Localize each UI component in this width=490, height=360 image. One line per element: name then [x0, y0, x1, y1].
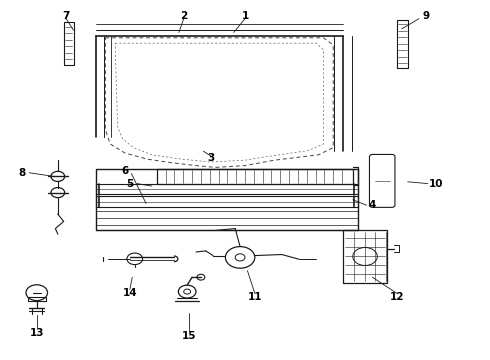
Text: 10: 10: [429, 179, 443, 189]
Text: 7: 7: [62, 11, 70, 21]
Text: 14: 14: [122, 288, 137, 298]
Text: 13: 13: [29, 328, 44, 338]
Text: 3: 3: [207, 153, 214, 163]
Text: 1: 1: [242, 11, 248, 21]
Text: 2: 2: [180, 11, 187, 21]
Text: 8: 8: [19, 168, 25, 178]
Text: 15: 15: [181, 330, 196, 341]
Text: 11: 11: [247, 292, 262, 302]
Text: 12: 12: [390, 292, 404, 302]
Text: 5: 5: [126, 179, 133, 189]
Text: 4: 4: [368, 200, 376, 210]
Text: 9: 9: [423, 11, 430, 21]
Text: 6: 6: [122, 166, 128, 176]
